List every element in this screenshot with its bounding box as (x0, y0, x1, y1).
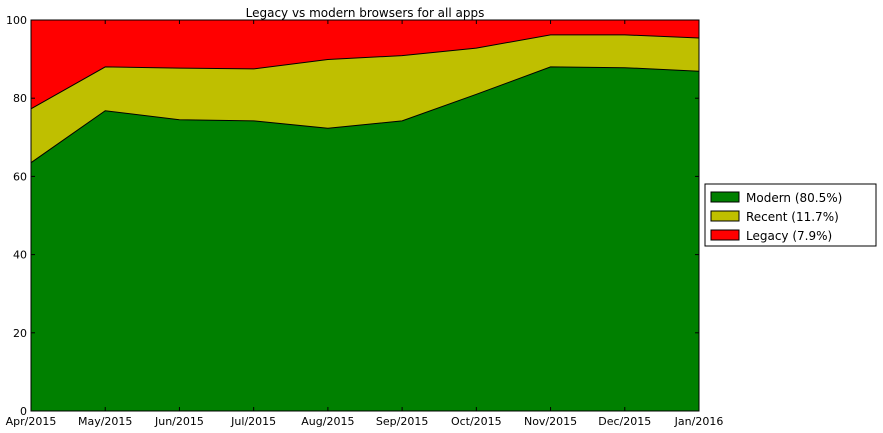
y-tick-label: 40 (13, 249, 27, 262)
x-tick-label: Oct/2015 (451, 415, 502, 428)
plot-frame (30, 19, 700, 412)
y-axis: 0 20 40 60 80 100 (6, 14, 699, 418)
stacked-areas (31, 20, 699, 412)
line-modern-top (30, 66, 700, 164)
x-tick-label: Apr/2015 (6, 415, 57, 428)
area-recent (31, 34, 699, 163)
legend-label-recent: Recent (11.7%) (746, 210, 839, 224)
legend-swatch-modern (710, 191, 740, 203)
legend[interactable]: Modern (80.5%) Recent (11.7%) Legacy (7.9%… (704, 183, 877, 247)
x-tick-label: May/2015 (78, 415, 132, 428)
x-tick-label: Sep/2015 (376, 415, 428, 428)
line-recent-top (30, 34, 700, 110)
x-tick-label: Jun/2015 (154, 415, 204, 428)
chart-title: Legacy vs modern browsers for all apps (246, 6, 485, 20)
x-tick-label: Jan/2016 (674, 415, 724, 428)
y-tick-label: 80 (13, 92, 27, 105)
legend-swatch-legacy (710, 229, 740, 241)
x-tick-label: Nov/2015 (524, 415, 577, 428)
area-legacy (31, 20, 699, 109)
area-modern (31, 66, 699, 412)
y-tick-label: 20 (13, 327, 27, 340)
legend-swatch-recent (710, 210, 740, 222)
y-tick-label: 0 (20, 405, 27, 418)
x-tick-label: Aug/2015 (301, 415, 354, 428)
x-tick-label: Dec/2015 (598, 415, 651, 428)
y-tick-label: 100 (6, 14, 27, 27)
y-tick-label: 60 (13, 170, 27, 183)
legend-label-legacy: Legacy (7.9%) (746, 229, 832, 243)
x-axis: Apr/2015 May/2015 Jun/2015 Jul/2015 Aug/2015… (6, 20, 724, 428)
x-tick-label: Jul/2015 (230, 415, 276, 428)
legend-label-modern: Modern (80.5%) (746, 191, 842, 205)
